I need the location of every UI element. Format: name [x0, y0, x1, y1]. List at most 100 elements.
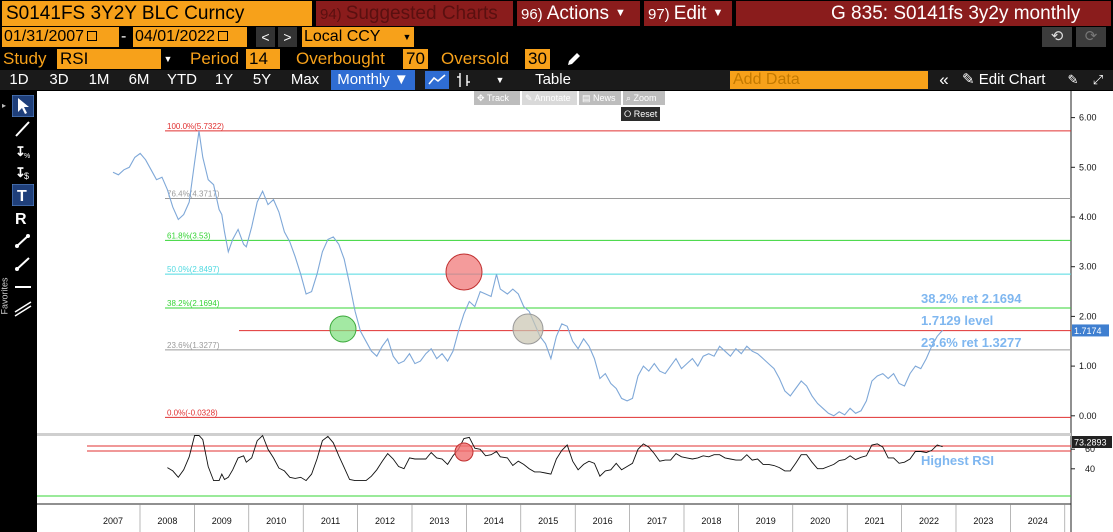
- period-input[interactable]: 14: [246, 49, 280, 69]
- highlight-circle-green: [329, 315, 357, 343]
- prev-period-button[interactable]: <: [256, 27, 275, 47]
- annotate-label: Annotate: [534, 93, 571, 103]
- table-button[interactable]: Table: [535, 71, 571, 88]
- ray-tool-icon[interactable]: [12, 254, 34, 274]
- suggested-charts-menu[interactable]: 94) Suggested Charts: [316, 1, 513, 26]
- price-tick-label: 1.00: [1079, 361, 1097, 371]
- next-period-button[interactable]: >: [278, 27, 297, 47]
- retracement-tool-icon[interactable]: R: [12, 208, 34, 228]
- dropdown-arrow-icon: ▼: [400, 27, 414, 47]
- zoom-button[interactable]: ⌕ Zoom: [623, 91, 665, 105]
- line-chart-icon[interactable]: [424, 70, 450, 90]
- collapse-panel-icon[interactable]: «: [939, 70, 949, 89]
- chart-settings-icon[interactable]: ✎: [1067, 72, 1079, 87]
- svg-text:$: $: [24, 171, 29, 181]
- expand-icon[interactable]: ⤢: [1092, 72, 1104, 87]
- svg-text:R: R: [15, 211, 27, 228]
- edit-menu[interactable]: 97) Edit ▼: [644, 1, 732, 26]
- reset-button[interactable]: ⭘ Reset: [621, 107, 661, 121]
- caret-down-icon: ▼: [712, 7, 724, 20]
- currency-value: Local CCY: [304, 28, 381, 45]
- study-value: RSI: [60, 49, 89, 68]
- frequency-select[interactable]: Monthly ▼: [331, 70, 415, 90]
- favorites-tab[interactable]: Favorites: [0, 277, 10, 315]
- period-button-1y[interactable]: 1Y: [214, 71, 234, 88]
- redo-button[interactable]: ⟳: [1076, 27, 1106, 47]
- period-button-1m[interactable]: 1M: [88, 71, 110, 88]
- channel-tool-icon[interactable]: [12, 297, 34, 317]
- news-button[interactable]: ▤ News: [579, 91, 621, 105]
- horizontal-line-icon[interactable]: [12, 277, 34, 297]
- currency-select[interactable]: Local CCY ▼: [302, 27, 414, 47]
- undo-button[interactable]: ⟲: [1042, 27, 1072, 47]
- period-button-max[interactable]: Max: [290, 71, 320, 88]
- start-date-field[interactable]: 01/31/2007: [2, 27, 119, 47]
- oversold-input[interactable]: 30: [525, 49, 550, 69]
- pane-separator: [37, 433, 1071, 436]
- last-rsi-label: 73.2893: [1074, 438, 1107, 448]
- overbought-input[interactable]: 70: [403, 49, 428, 69]
- year-label: 2019: [756, 516, 776, 526]
- last-rsi-tag: [1072, 436, 1112, 448]
- annotation-text: Highest RSI: [921, 453, 994, 468]
- chart-area[interactable]: 100.0%(5.7322) 76.4%(4.3717) 61.8%(3.53) 50…: [37, 91, 1113, 532]
- year-label: 2013: [429, 516, 449, 526]
- zoom-label: Zoom: [633, 93, 657, 103]
- period-button-ytd[interactable]: YTD: [167, 71, 197, 88]
- year-label: 2022: [919, 516, 939, 526]
- date-range-bar: 01/31/2007 - 04/01/2022 < > Local CCY ▼ …: [0, 27, 1113, 48]
- chart-background: [37, 91, 1113, 532]
- period-label: Period: [190, 49, 240, 68]
- fib-level-label: 76.4%(4.3717): [167, 190, 220, 199]
- bar-chart-icon[interactable]: [452, 70, 476, 90]
- chart-canvas[interactable]: 100.0%(5.7322) 76.4%(4.3717) 61.8%(3.53) 50…: [37, 91, 1113, 532]
- chart-toolbar: 1D 3D 1M 6M YTD 1Y 5Y Max Monthly ▼ ▼ Ta…: [0, 70, 1113, 90]
- study-select[interactable]: RSI ▼: [57, 49, 175, 69]
- period-button-3d[interactable]: 3D: [49, 71, 69, 88]
- pencil-icon[interactable]: [565, 50, 583, 68]
- price-line: [112, 130, 944, 417]
- draw-line-icon[interactable]: [12, 119, 34, 139]
- year-label: 2018: [701, 516, 721, 526]
- edit-chart-button[interactable]: ✎ Edit Chart: [962, 70, 1062, 90]
- expand-arrow-icon[interactable]: ▸: [2, 101, 7, 110]
- text-tool-icon[interactable]: T: [12, 184, 34, 206]
- oversold-label: Oversold: [441, 49, 510, 68]
- period-button-5y[interactable]: 5Y: [252, 71, 272, 88]
- add-data-input[interactable]: Add Data: [730, 71, 928, 89]
- caret-down-icon: ▼: [615, 7, 626, 20]
- end-date-field[interactable]: 04/01/2022: [133, 27, 247, 47]
- year-label: 2016: [593, 516, 613, 526]
- price-tick-label: 3.00: [1079, 262, 1097, 272]
- price-tick-label: 4.00: [1079, 212, 1097, 222]
- annotate-button[interactable]: ✎ Annotate: [522, 91, 577, 105]
- annotation-text: 38.2% ret 2.1694: [921, 291, 1022, 306]
- price-tick-label: 0.00: [1079, 411, 1097, 421]
- menu-number: 94): [320, 6, 342, 23]
- actions-menu[interactable]: 96) Actions ▼: [517, 1, 640, 26]
- calendar-icon[interactable]: [218, 30, 229, 41]
- menu-label: Suggested Charts: [345, 3, 498, 24]
- price-tool-icon[interactable]: ↧$: [12, 162, 34, 182]
- rsi-tick-label: 60: [1085, 444, 1095, 454]
- trendline-tool-icon[interactable]: [12, 231, 34, 251]
- annotation-text: 23.6% ret 1.3277: [921, 335, 1021, 350]
- cursor-icon[interactable]: [12, 95, 34, 117]
- period-button-6m[interactable]: 6M: [128, 71, 150, 88]
- year-label: 2011: [321, 516, 340, 526]
- year-label: 2010: [266, 516, 286, 526]
- study-label: Study: [3, 49, 47, 68]
- track-button[interactable]: ✥ Track: [474, 91, 520, 105]
- year-label: 2021: [865, 516, 885, 526]
- chart-type-dropdown[interactable]: ▼: [495, 75, 505, 85]
- reset-label: Reset: [633, 109, 658, 119]
- calendar-icon[interactable]: [87, 30, 98, 41]
- percent-tool-icon[interactable]: ↧%: [12, 141, 34, 161]
- period-button-1d[interactable]: 1D: [9, 71, 29, 88]
- price-tick-label: 6.00: [1079, 113, 1097, 123]
- fib-level-label: 100.0%(5.7322): [167, 122, 224, 131]
- ticker-field[interactable]: S0141FS 3Y2Y BLC Curncy: [2, 1, 312, 26]
- dropdown-arrow-icon: ▼: [161, 49, 175, 69]
- edit-chart-label: Edit Chart: [978, 71, 1046, 88]
- highlight-circle-rsi: [454, 442, 474, 462]
